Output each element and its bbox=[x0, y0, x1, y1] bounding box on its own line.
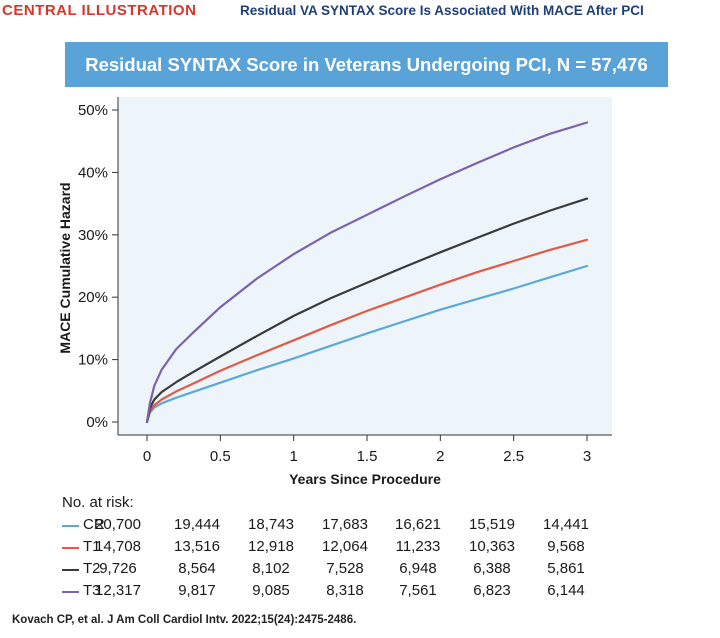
risk-count: 6,823 bbox=[473, 582, 511, 599]
risk-count: 8,318 bbox=[326, 582, 364, 599]
legend-swatch bbox=[62, 569, 79, 571]
risk-count: 13,516 bbox=[174, 538, 220, 555]
x-tick-label: 1.5 bbox=[357, 448, 378, 465]
y-tick-label: 20% bbox=[78, 289, 108, 306]
x-tick-label: 1 bbox=[289, 448, 297, 465]
risk-count: 7,528 bbox=[326, 560, 364, 577]
risk-count: 12,317 bbox=[95, 582, 141, 599]
x-tick-label: 0.5 bbox=[210, 448, 231, 465]
series-line-cr bbox=[145, 264, 589, 424]
risk-count: 6,948 bbox=[399, 560, 437, 577]
risk-row-t3: T3 12,317 9,817 9,085 8,318 7,561 6,823 6,144 bbox=[0, 581, 720, 603]
risk-count: 9,568 bbox=[547, 538, 585, 555]
risk-count: 8,564 bbox=[178, 560, 216, 577]
risk-row-name: T2 bbox=[83, 560, 101, 577]
risk-count: 10,363 bbox=[469, 538, 515, 555]
illustration-subtitle: Residual VA SYNTAX Score Is Associated W… bbox=[240, 3, 644, 18]
legend-swatch bbox=[62, 525, 79, 527]
y-tick-label: 50% bbox=[78, 102, 108, 119]
x-tick-label: 2 bbox=[436, 448, 444, 465]
risk-table-title: No. at risk: bbox=[62, 494, 134, 511]
illustration-label: CENTRAL ILLUSTRATION bbox=[2, 2, 197, 19]
y-tick-label: 0% bbox=[86, 414, 108, 431]
risk-count: 9,085 bbox=[252, 582, 290, 599]
figure-header: CENTRAL ILLUSTRATION Residual VA SYNTAX … bbox=[0, 0, 720, 28]
risk-row-t1: T1 14,708 13,516 12,918 12,064 11,233 10,363 9,… bbox=[0, 537, 720, 559]
y-tick-label: 10% bbox=[78, 352, 108, 369]
risk-count: 17,683 bbox=[322, 516, 368, 533]
risk-row-t2: T2 9,726 8,564 8,102 7,528 6,948 6,388 5,861 bbox=[0, 559, 720, 581]
risk-row-cr: CR 20,700 19,444 18,743 17,683 16,621 15,519 14… bbox=[0, 515, 720, 537]
legend-swatch bbox=[62, 547, 79, 549]
risk-count: 15,519 bbox=[469, 516, 515, 533]
legend-swatch bbox=[62, 591, 79, 593]
risk-count: 18,743 bbox=[248, 516, 294, 533]
risk-row-name: T1 bbox=[83, 538, 101, 555]
risk-count: 19,444 bbox=[174, 516, 220, 533]
risk-count: 12,064 bbox=[322, 538, 368, 555]
y-tick-label: 30% bbox=[78, 227, 108, 244]
risk-count: 11,233 bbox=[395, 538, 441, 555]
x-tick-label: 3 bbox=[583, 448, 591, 465]
chart-title: Residual SYNTAX Score in Veterans Underg… bbox=[85, 53, 648, 75]
risk-count: 5,861 bbox=[547, 560, 585, 577]
risk-count: 20,700 bbox=[95, 516, 141, 533]
plot-area bbox=[118, 97, 612, 435]
chart-title-banner: Residual SYNTAX Score in Veterans Underg… bbox=[65, 42, 668, 87]
x-tick-label: 0 bbox=[143, 448, 151, 465]
hazard-chart: 0% 10% 20% 30% 40% 50% 0 0.5 1 1.5 2 2.5 3 MACE Cumu… bbox=[57, 97, 612, 487]
y-axis-title: MACE Cumulative Hazard bbox=[57, 182, 73, 353]
risk-count: 16,621 bbox=[395, 516, 441, 533]
citation: Kovach CP, et al. J Am Coll Cardiol Intv… bbox=[12, 614, 357, 626]
series-line-t1 bbox=[145, 238, 589, 424]
risk-count: 9,726 bbox=[99, 560, 137, 577]
risk-row-name: T3 bbox=[83, 582, 101, 599]
x-axis-title: Years Since Procedure bbox=[289, 471, 441, 487]
risk-count: 9,817 bbox=[178, 582, 216, 599]
risk-count: 14,708 bbox=[95, 538, 141, 555]
risk-count: 6,144 bbox=[547, 582, 585, 599]
risk-count: 14,441 bbox=[543, 516, 589, 533]
x-tick-label: 2.5 bbox=[503, 448, 524, 465]
risk-count: 6,388 bbox=[473, 560, 511, 577]
y-tick-label: 40% bbox=[78, 164, 108, 181]
risk-count: 12,918 bbox=[248, 538, 294, 555]
risk-row-name: CR bbox=[83, 516, 105, 533]
risk-count: 8,102 bbox=[252, 560, 290, 577]
risk-count: 7,561 bbox=[399, 582, 437, 599]
axes: 0% 10% 20% 30% 40% 50% 0 0.5 1 1.5 2 2.5 3 bbox=[78, 97, 612, 465]
series-lines bbox=[145, 121, 589, 424]
series-line-t3 bbox=[145, 121, 589, 424]
series-line-t2 bbox=[145, 197, 589, 424]
